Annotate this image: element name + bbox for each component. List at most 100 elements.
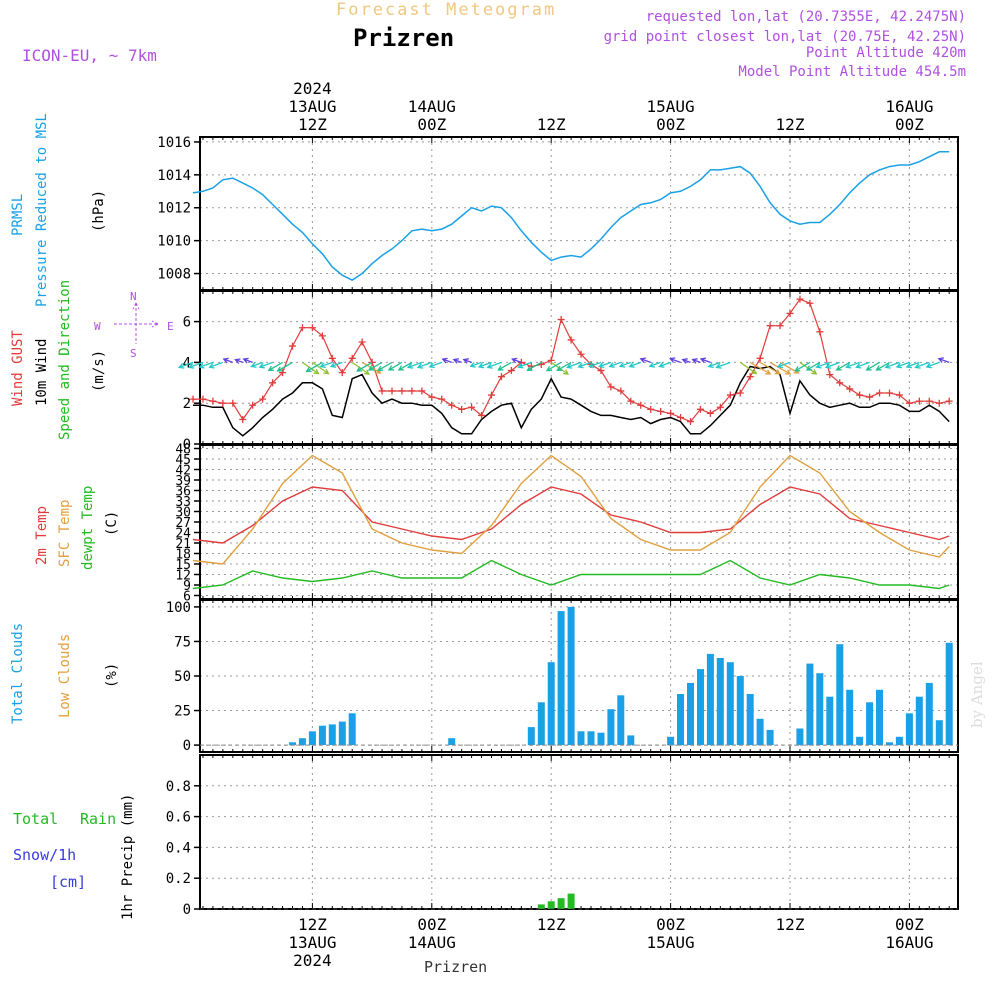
wind-gust-point <box>726 391 734 399</box>
temp-unit: (C) <box>104 510 120 536</box>
clouds-ytick-label: 0 <box>183 738 191 754</box>
wind-direction-arrow <box>329 361 343 368</box>
bottom-time-label: 14AUG <box>408 933 456 952</box>
wind-gust-point <box>388 387 396 395</box>
wind-direction-arrow <box>428 361 443 369</box>
wind-gust-point <box>776 322 784 330</box>
wind-gust-point <box>209 397 217 405</box>
pressure-ytick-label: 1010 <box>157 234 191 250</box>
wind-gust-point <box>687 418 694 426</box>
grid-point-lonlat: grid point closest lon,lat (20.75E, 42.2… <box>603 29 966 45</box>
temp-2m-label: 2m Temp <box>34 505 50 565</box>
wind-direction-arrow <box>188 361 204 369</box>
wind-gust-point <box>856 391 864 399</box>
temp-2m-series-line <box>192 486 950 544</box>
wind-gust-point <box>945 397 953 405</box>
top-time-label: 00Z <box>895 115 924 134</box>
pressure-unit: (hPa) <box>91 189 107 232</box>
bottom-time-label: 00Z <box>895 915 924 934</box>
compass-e: E <box>167 320 174 333</box>
bottom-time-label: 12Z <box>298 915 327 934</box>
cloud-bar <box>348 713 356 746</box>
wind-direction-arrow <box>749 361 772 375</box>
temp-ytick-label: 42 <box>175 464 191 479</box>
wind-direction-arrow <box>794 361 811 372</box>
temp-ytick-label: 39 <box>175 474 191 489</box>
wind-gust-point <box>617 387 625 395</box>
wind-direction-arrow <box>681 358 691 364</box>
cloud-bar <box>756 718 764 746</box>
cloud-bar <box>298 738 306 746</box>
wind-gust-point <box>219 399 227 407</box>
wind-gust-point <box>905 399 913 407</box>
wind-gust-point <box>478 411 486 419</box>
clouds-ytick-label: 25 <box>174 704 191 720</box>
rain-bar <box>547 901 555 909</box>
cloud-bar <box>866 702 874 746</box>
wind-gust-point <box>935 399 943 407</box>
cloud-bar <box>726 662 734 746</box>
wind-direction-arrow <box>377 361 393 371</box>
wind-gust-point <box>766 322 774 330</box>
cloud-bar <box>766 729 774 746</box>
wind-gust-point <box>577 350 585 358</box>
wind-gust-point <box>318 332 326 340</box>
compass-s: S <box>130 347 137 360</box>
wind-ytick-label: 2 <box>183 396 191 412</box>
wind-direction-arrow <box>356 361 373 372</box>
precip-total-label: Total <box>13 810 59 828</box>
model-altitude: Model Point Altitude 454.5m <box>738 64 966 80</box>
pressure-ytick-label: 1016 <box>157 135 191 151</box>
wind-direction-arrow <box>351 361 371 375</box>
wind-direction-arrow <box>669 357 681 364</box>
cloud-bar <box>597 732 605 746</box>
wind-direction-arrow <box>699 357 711 364</box>
wind-direction-arrow <box>550 361 570 375</box>
wind-direction-arrow <box>416 361 433 369</box>
cloud-bar <box>667 736 675 746</box>
top-time-label: 12Z <box>776 115 805 134</box>
wind-gust-point <box>269 379 277 387</box>
wind-gust-point <box>448 401 456 409</box>
clouds-low-label: Low Clouds <box>57 633 73 718</box>
bottom-time-label: 16AUG <box>885 933 933 952</box>
wind-direction-arrow <box>367 361 383 371</box>
cloud-bar <box>537 702 545 746</box>
temp-sfc-series-line <box>192 454 950 565</box>
wind-gust-point <box>597 367 605 375</box>
wind-gust-point <box>796 295 804 303</box>
wind-gust-point <box>189 395 197 403</box>
compass-w: W <box>94 320 101 333</box>
bottom-time-label: 2024 <box>293 951 332 970</box>
wind-gust-point <box>229 399 237 407</box>
precip-panel-frame <box>199 754 959 910</box>
wind-direction-arrow <box>397 361 413 371</box>
rain-bar <box>537 904 545 909</box>
temp-ytick-label: 15 <box>175 558 191 573</box>
cloud-bar <box>308 731 316 746</box>
wind-gust-point <box>398 387 406 395</box>
wind-gust-point <box>607 383 615 391</box>
wind-direction-arrow <box>312 361 330 375</box>
wind-direction-arrow <box>875 361 890 371</box>
wind-gust-point <box>836 379 844 387</box>
wind-direction-arrow <box>914 361 930 369</box>
pressure-series-line <box>192 151 950 281</box>
wind-gust-point <box>239 416 247 424</box>
wind-direction-arrow <box>588 361 602 369</box>
wind-direction-arrow <box>707 361 721 369</box>
wind-ytick-label: 0 <box>183 437 191 453</box>
wind-gust-point <box>627 397 635 405</box>
wind-direction-arrow <box>658 361 671 368</box>
wind-gust-point <box>418 387 426 395</box>
cloud-bar <box>876 689 883 746</box>
pressure-ytick-label: 1012 <box>157 201 191 217</box>
wind-gust-point <box>736 389 744 397</box>
wind-direction-arrow <box>556 361 572 371</box>
wind-gust-point <box>328 354 336 362</box>
wind-gust-point <box>557 316 565 324</box>
point-altitude: Point Altitude 420m <box>805 45 966 61</box>
bottom-time-label: 00Z <box>417 915 446 934</box>
cloud-bar <box>836 644 844 746</box>
bottom-time-label: 15AUG <box>647 933 695 952</box>
